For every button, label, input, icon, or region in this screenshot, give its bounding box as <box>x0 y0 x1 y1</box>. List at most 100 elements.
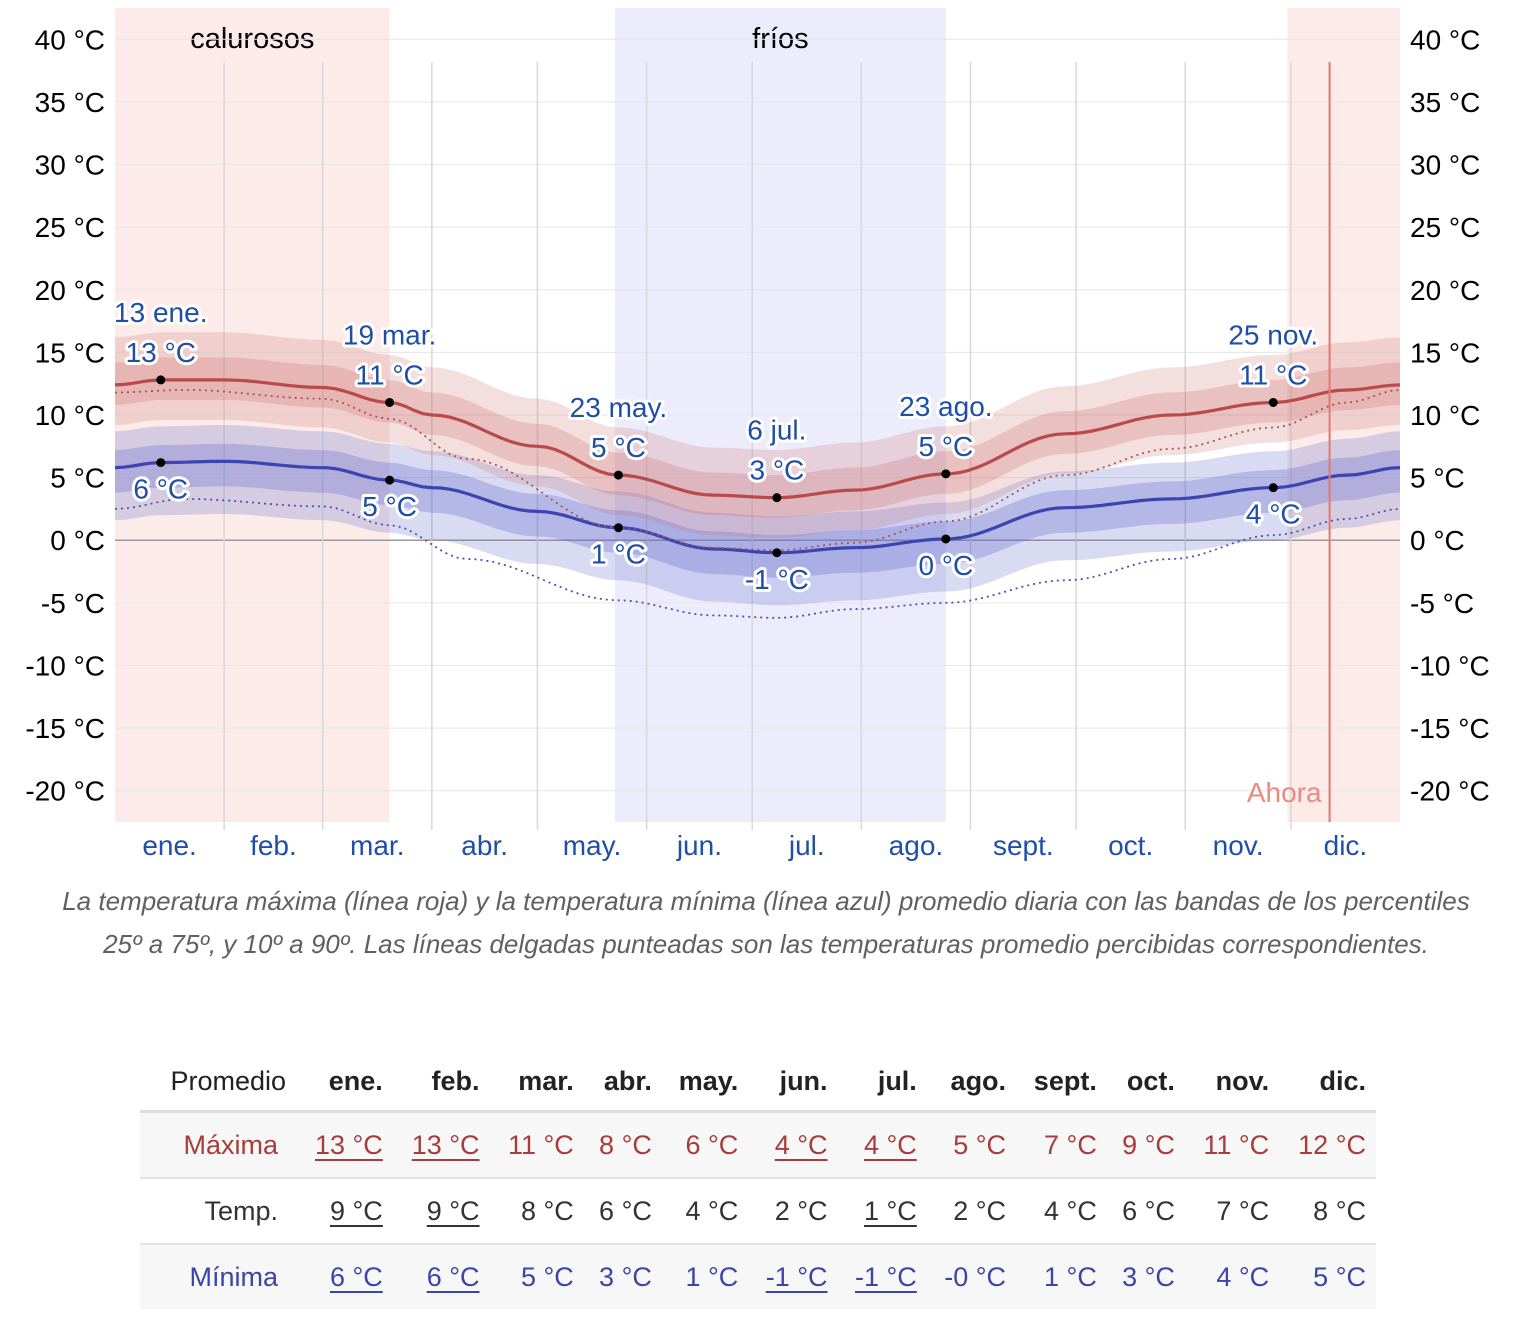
annotation-date-0: 13 ene. <box>114 297 207 328</box>
table-cell: 4 °C <box>1016 1178 1107 1245</box>
table-row-label: Temp. <box>140 1178 297 1245</box>
y-tick-label-right: 15 °C <box>1410 337 1480 368</box>
annotation-date-1: 19 mar. <box>343 319 436 350</box>
annotation-value-4: 5 °C <box>918 431 973 462</box>
table-cell[interactable]: 9 °C <box>392 1178 490 1245</box>
temperature-lines: Ahora <box>114 62 1401 822</box>
month-label-4: may. <box>563 830 622 861</box>
y-tick-label-right: 10 °C <box>1410 400 1480 431</box>
y-tick-label-left: 25 °C <box>35 212 105 243</box>
table-cell-value: 9 °C <box>329 1195 383 1226</box>
y-tick-label-right: -5 °C <box>1410 588 1474 619</box>
table-cell-value: 2 °C <box>953 1195 1007 1226</box>
table-month-header: feb. <box>392 1052 490 1113</box>
y-tick-label-right: -20 °C <box>1410 776 1490 807</box>
table-cell: 3 °C <box>583 1244 662 1309</box>
month-label-3: abr. <box>461 830 508 861</box>
month-label-8: sept. <box>993 830 1054 861</box>
table-cell-value: 3 °C <box>1122 1261 1175 1292</box>
table-cell-value: 4 °C <box>1044 1195 1097 1226</box>
table-cell-value: 8 °C <box>599 1129 652 1160</box>
table-cell-value: 7 °C <box>1216 1195 1270 1226</box>
table-cell: 6 °C <box>661 1111 749 1179</box>
annotation-value-3: 3 °C <box>749 455 804 486</box>
annotation-date-2: 23 may. <box>570 392 668 423</box>
axes: 40 °C 40 °C 35 °C 35 °C 30 °C 30 °C 25 °C 25 °C… <box>25 24 1489 861</box>
table-cell-value: 7 °C <box>1044 1129 1097 1160</box>
y-tick-label-right: 40 °C <box>1410 24 1480 55</box>
table-cell-value: 11 °C <box>1203 1129 1270 1160</box>
table-row-label: Mínima <box>140 1244 297 1309</box>
annotation-value-10: 0 °C <box>918 550 973 581</box>
table-cell[interactable]: 6 °C <box>296 1244 393 1309</box>
month-label-5: jun. <box>676 830 722 861</box>
table-cell[interactable]: 9 °C <box>296 1178 393 1245</box>
month-label-0: ene. <box>142 830 197 861</box>
table-cell: 2 °C <box>748 1178 838 1245</box>
annotation-point-7 <box>385 475 395 485</box>
table-month-header: jul. <box>837 1052 927 1113</box>
table-cell[interactable]: 6 °C <box>392 1244 490 1309</box>
table-cell: -0 °C <box>926 1244 1017 1309</box>
table-header-label: Promedio <box>140 1052 297 1113</box>
table-cell: 5 °C <box>1279 1244 1376 1309</box>
annotation-value-9: -1 °C <box>745 564 809 595</box>
table-header-row: Promedio ene. feb. mar. abr. may. jun. jul. ago.… <box>140 1052 1376 1113</box>
temperature-chart: calurosos fríos Ahora 13 ene.13 °C19 mar.… <box>25 8 1490 861</box>
annotation-point-6 <box>156 458 166 468</box>
series-line-1 <box>114 459 1401 555</box>
y-tick-label-left: 30 °C <box>35 150 105 181</box>
annotation-point-3 <box>772 493 782 503</box>
table-cell[interactable]: 1 °C <box>837 1178 927 1245</box>
annotation-value-7: 5 °C <box>362 491 417 522</box>
month-label-9: oct. <box>1108 830 1153 861</box>
table-cell[interactable]: 13 °C <box>392 1111 490 1179</box>
annotation-point-1 <box>385 397 395 407</box>
y-tick-label-right: 25 °C <box>1410 212 1480 243</box>
series-line-2 <box>114 389 1401 552</box>
table-cell[interactable]: -1 °C <box>837 1244 927 1309</box>
table-cell: 12 °C <box>1279 1111 1376 1179</box>
table-cell-value: -0 °C <box>944 1261 1007 1292</box>
y-tick-label-left: -10 °C <box>25 650 105 681</box>
y-tick-label-left: 20 °C <box>35 275 105 306</box>
table-cell[interactable]: -1 °C <box>748 1244 838 1309</box>
y-tick-label-left: -20 °C <box>25 776 105 807</box>
table-cell[interactable]: 4 °C <box>837 1111 927 1179</box>
y-tick-label-right: 20 °C <box>1410 275 1480 306</box>
table-cell: 4 °C <box>1184 1244 1280 1309</box>
month-label-11: dic. <box>1324 830 1368 861</box>
table-cell: 11 °C <box>489 1111 584 1179</box>
y-tick-label-left: 5 °C <box>50 463 105 494</box>
table-cell: 5 °C <box>926 1111 1017 1179</box>
y-tick-label-left: 15 °C <box>35 337 105 368</box>
table-month-header: ago. <box>926 1052 1017 1113</box>
table-cell-value: 8 °C <box>520 1195 574 1226</box>
table-month-header: mar. <box>489 1052 584 1113</box>
table-cell-value: 4 °C <box>863 1129 917 1160</box>
table-cell-value: 11 °C <box>507 1129 574 1160</box>
table-cell: 6 °C <box>583 1178 662 1245</box>
annotation-point-9 <box>772 548 782 558</box>
now-label: Ahora <box>1247 777 1322 808</box>
y-tick-label-left: 0 °C <box>50 525 105 556</box>
month-label-10: nov. <box>1213 830 1264 861</box>
table-month-header: ene. <box>296 1052 393 1113</box>
table-cell-value: 1 °C <box>685 1261 739 1292</box>
series-line-0 <box>114 378 1401 500</box>
annotation-value-11: 4 °C <box>1246 499 1301 530</box>
monthly-summary-table: Promedio ene. feb. mar. abr. may. jun. jul. ago.… <box>140 1052 1376 1309</box>
table-cell: 3 °C <box>1106 1244 1185 1309</box>
table-row: Máxima 13 °C 13 °C 11 °C 8 °C 6 °C 4 °C 4 °C 5 °… <box>140 1111 1376 1179</box>
annotation-value-6: 6 °C <box>133 474 188 505</box>
table-cell-value: 6 °C <box>426 1261 480 1292</box>
table-cell-value: 6 °C <box>1122 1195 1175 1226</box>
table-cell-value: 4 °C <box>1216 1261 1270 1292</box>
table-cell[interactable]: 13 °C <box>296 1111 393 1179</box>
table-cell[interactable]: 4 °C <box>748 1111 838 1179</box>
table-cell: 1 °C <box>661 1244 749 1309</box>
table-cell-value: 5 °C <box>953 1129 1007 1160</box>
annotations: 13 ene. 13 °C 19 mar. 11 °C 23 may. 5 °C 6 jul… <box>111 294 1321 598</box>
table-cell: 8 °C <box>489 1178 584 1245</box>
y-tick-label-right: -10 °C <box>1410 650 1490 681</box>
